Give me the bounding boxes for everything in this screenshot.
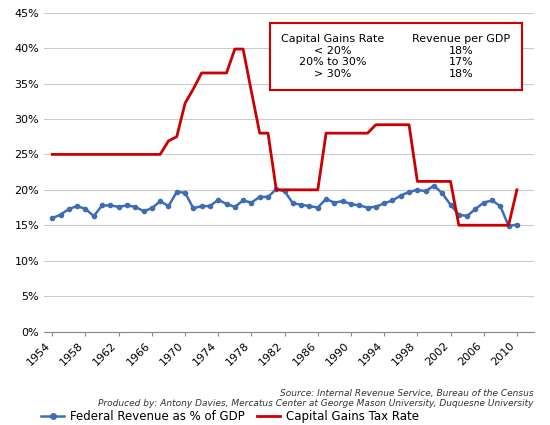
Text: Source: Internal Revenue Service, Bureau of the Census
Produced by: Antony Davie: Source: Internal Revenue Service, Bureau… — [98, 388, 534, 408]
Legend: Federal Revenue as % of GDP, Capital Gains Tax Rate: Federal Revenue as % of GDP, Capital Gai… — [36, 405, 424, 425]
